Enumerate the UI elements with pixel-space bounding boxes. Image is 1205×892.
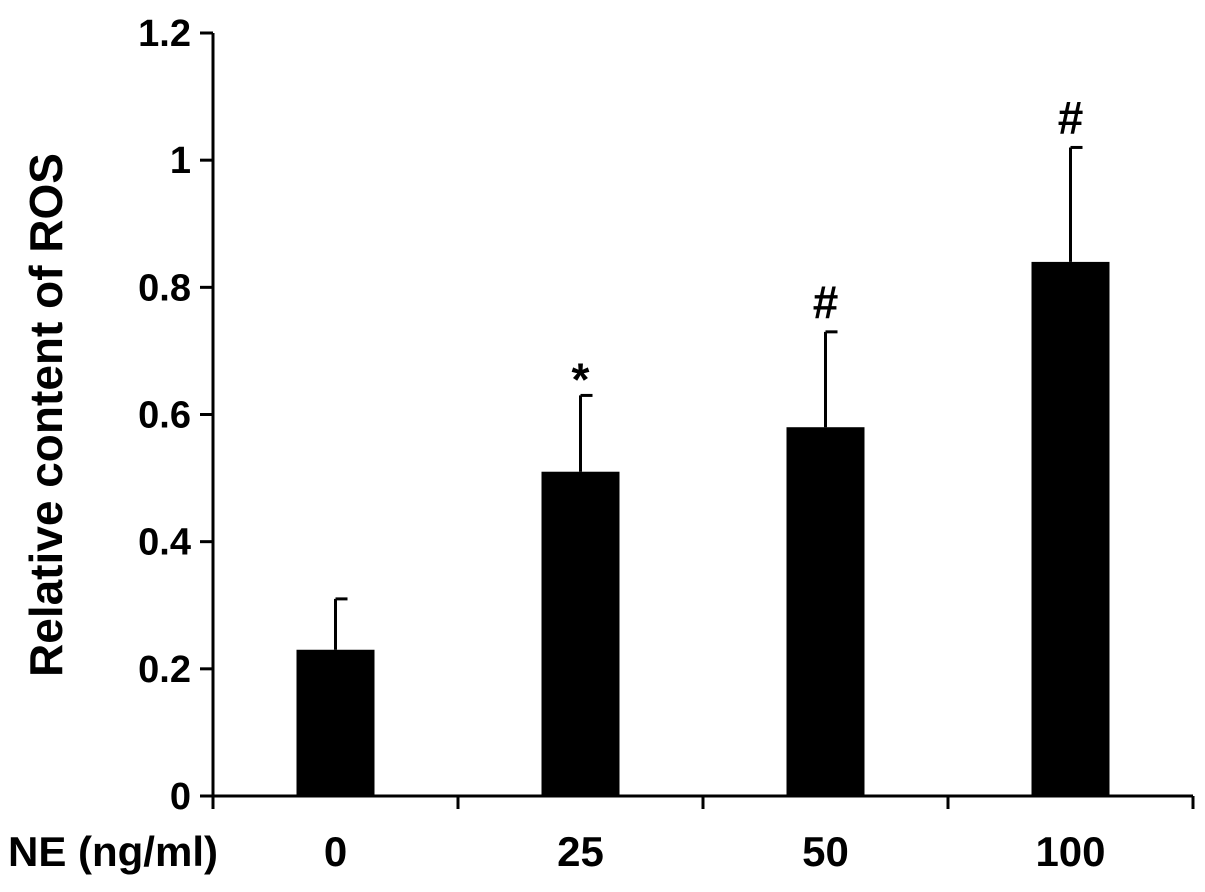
y-tick-label: 0.4 — [138, 522, 191, 564]
x-tick-label: 25 — [557, 828, 604, 875]
x-tick-label: 50 — [802, 828, 849, 875]
bar-25 — [541, 471, 620, 796]
bar-100 — [1031, 261, 1110, 796]
y-tick-label: 0.8 — [138, 267, 191, 309]
bar-0 — [296, 649, 375, 796]
x-axis: 0 25 50 100 — [211, 794, 1195, 875]
y-tick-label: 0.2 — [138, 649, 191, 691]
significance-marker: * — [572, 353, 590, 405]
y-axis-title: Relative content of ROS — [20, 153, 72, 677]
bar-50 — [786, 427, 865, 796]
significance-marker: # — [1058, 91, 1084, 143]
x-axis-title: NE (ng/ml) — [8, 828, 218, 875]
y-tick-label: 1.2 — [138, 13, 191, 55]
y-axis: 0 0.2 0.4 0.6 0.8 1 1.2 — [138, 13, 215, 818]
error-bars — [334, 145, 1083, 650]
bars — [296, 261, 1110, 796]
x-tick-label: 0 — [324, 828, 347, 875]
x-tick-label: 100 — [1035, 828, 1105, 875]
y-tick-label: 0.6 — [138, 395, 191, 437]
y-tick-label: 0 — [170, 776, 191, 818]
annotations: * # # — [572, 91, 1084, 405]
significance-marker: # — [813, 276, 839, 328]
y-tick-label: 1 — [170, 140, 191, 182]
